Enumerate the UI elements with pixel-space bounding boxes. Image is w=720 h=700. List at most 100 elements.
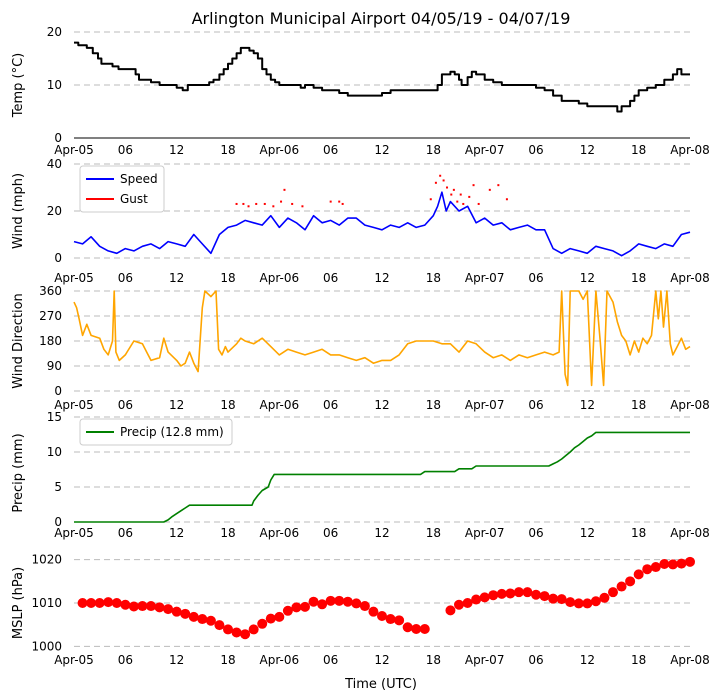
mslp-point — [377, 611, 387, 621]
temp-ytick-label: 20 — [47, 25, 62, 39]
wdir-ytick-label: 90 — [47, 359, 62, 373]
mslp-point — [488, 590, 499, 601]
wind-xtick-label: 18 — [631, 271, 646, 285]
wind-xtick-label: 12 — [374, 271, 389, 285]
wdir-xtick-label: 18 — [220, 398, 235, 412]
mslp-point — [462, 598, 473, 608]
precip-xtick-label: 06 — [118, 526, 133, 540]
mslp-point — [368, 606, 379, 617]
mslp-point — [445, 605, 456, 616]
wind-gust-point — [255, 202, 258, 205]
precip-xtick-label: 06 — [528, 526, 543, 540]
x-axis-label: Time (UTC) — [344, 677, 417, 692]
precip-xtick-label: 18 — [220, 526, 235, 540]
wdir-xtick-label: Apr-05 — [54, 398, 94, 412]
mslp-point — [625, 576, 636, 587]
precip-ytick-label: 10 — [47, 445, 62, 459]
mslp-point — [471, 594, 482, 605]
mslp-point — [394, 615, 405, 626]
precip-xtick-label: Apr-07 — [465, 526, 505, 540]
precip-ytick-label: 5 — [54, 480, 62, 494]
temp-ytick-label: 10 — [47, 78, 62, 92]
temp-xtick-label: Apr-08 — [670, 143, 710, 157]
temp-xtick-label: 06 — [528, 143, 543, 157]
wind-gust-point — [291, 202, 294, 205]
panel-mslp: 1000 1010 1020 MSLP (hPa) Apr-05 06 12 18 Apr-06… — [11, 553, 710, 667]
mslp-point — [505, 588, 516, 599]
mslp-point — [385, 614, 396, 625]
wind-gust-point — [272, 205, 275, 208]
mslp-xtick-label: 06 — [323, 653, 338, 667]
mslp-point — [180, 608, 191, 619]
mslp-point — [454, 599, 464, 610]
wind-xtick-label: 18 — [426, 271, 441, 285]
mslp-xtick-label: 12 — [580, 653, 595, 667]
panel-precip: 0 5 10 15 Precip (mm) Apr-05 06 12 18 Apr-06 06 12 1… — [11, 410, 710, 540]
precip-xtick-label: 12 — [169, 526, 184, 540]
wind-ytick-label: 40 — [47, 157, 62, 171]
mslp-xtick-label: 12 — [374, 653, 389, 667]
wind-gust-point — [442, 179, 445, 182]
mslp-point — [188, 611, 199, 622]
mslp-point — [197, 614, 208, 625]
mslp-point — [531, 589, 541, 600]
wdir-xtick-label: Apr-06 — [260, 398, 300, 412]
mslp-point — [308, 596, 319, 607]
mslp-point — [94, 598, 105, 608]
mslp-xtick-label: Apr-08 — [670, 653, 710, 667]
mslp-point — [265, 613, 276, 624]
wdir-ytick-label: 360 — [39, 284, 62, 298]
wind-gust-point — [459, 193, 462, 196]
mslp-xtick-label: Apr-06 — [260, 653, 300, 667]
wind-gust-point — [301, 205, 304, 208]
wdir-series-line — [73, 290, 691, 387]
wind-gust-point — [446, 186, 449, 189]
temp-xtick-label: 12 — [374, 143, 389, 157]
wind-xtick-label: 12 — [580, 271, 595, 285]
mslp-point — [676, 558, 687, 569]
mslp-point — [171, 606, 182, 617]
temp-xtick-label: 18 — [631, 143, 646, 157]
mslp-point — [146, 601, 156, 612]
mslp-point — [582, 598, 593, 609]
mslp-point — [223, 624, 233, 635]
mslp-point — [128, 601, 139, 612]
mslp-point — [282, 605, 293, 616]
mslp-point — [248, 624, 259, 635]
temp-y-axis-label: Temp (°C) — [11, 53, 26, 119]
mslp-point — [513, 587, 524, 598]
wdir-xtick-label: 12 — [374, 398, 389, 412]
mslp-point — [77, 598, 88, 608]
mslp-point — [633, 569, 644, 580]
temp-series-line — [74, 41, 690, 113]
temp-xtick-label: Apr-06 — [260, 143, 300, 157]
temp-xtick-label: 06 — [323, 143, 338, 157]
wdir-xtick-label: Apr-08 — [670, 398, 710, 412]
wind-gust-point — [452, 188, 455, 191]
wind-legend-label: Gust — [120, 192, 148, 206]
mslp-point — [522, 587, 533, 598]
wind-xtick-label: 06 — [528, 271, 543, 285]
mslp-point — [205, 615, 216, 626]
mslp-xtick-label: 18 — [220, 653, 235, 667]
mslp-point — [163, 604, 174, 615]
panel-wind: 0 20 40 Wind (mph) Apr-05 06 12 18 Apr-06 06 12 18 A… — [11, 157, 710, 285]
mslp-point — [599, 592, 610, 603]
wind-series-line — [73, 191, 691, 257]
mslp-point — [86, 598, 97, 608]
panel-temp: 0 10 20 Temp (°C) Apr-05 06 12 18 Apr-06 06 12 18 Ap… — [11, 25, 710, 157]
wind-xtick-label: 06 — [118, 271, 133, 285]
wind-gust-point — [434, 181, 437, 184]
mslp-point — [291, 602, 302, 613]
temp-ytick-label: 0 — [54, 131, 62, 145]
precip-xtick-label: Apr-06 — [260, 526, 300, 540]
wind-gust-point — [247, 205, 250, 208]
precip-xtick-label: Apr-05 — [54, 526, 94, 540]
wdir-y-axis-label: Wind Direction — [11, 293, 26, 389]
wind-legend — [79, 165, 165, 213]
wind-gust-point — [283, 188, 286, 191]
temp-xtick-label: Apr-05 — [54, 143, 94, 157]
mslp-point — [154, 602, 165, 613]
temp-xtick-label: 18 — [220, 143, 235, 157]
